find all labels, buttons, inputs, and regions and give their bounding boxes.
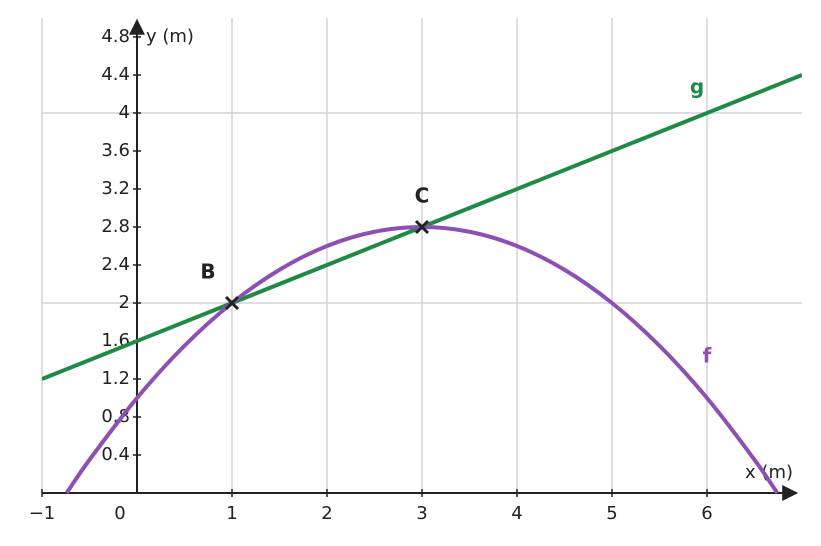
y-tick-label: 2.4 — [101, 254, 130, 275]
y-tick-label: 2 — [119, 292, 130, 313]
point-marker — [224, 295, 240, 311]
x-tick-label: 2 — [321, 503, 332, 524]
y-tick-label: 2.8 — [101, 216, 130, 237]
x-tick-label: 0 — [114, 503, 125, 524]
point-label: B — [200, 260, 215, 284]
point-label: C — [415, 184, 430, 208]
y-tick-label: 0.8 — [101, 406, 130, 427]
x-tick-label: 3 — [416, 503, 427, 524]
y-axis-label: y (m) — [146, 26, 194, 47]
curve-label: f — [703, 344, 712, 368]
x-tick-label: 4 — [511, 503, 522, 524]
y-tick-label: 4 — [119, 102, 130, 123]
x-tick-label: 6 — [701, 503, 712, 524]
x-axis-label: x (m) — [745, 462, 793, 483]
x-tick-label: 1 — [226, 503, 237, 524]
y-tick-label: 1.2 — [101, 368, 130, 389]
y-tick-label: 3.6 — [101, 140, 130, 161]
y-tick-label: 3.2 — [101, 178, 130, 199]
point-marker — [414, 219, 430, 235]
y-tick-label: 4.4 — [101, 64, 130, 85]
y-tick-label: 0.4 — [101, 444, 130, 465]
x-tick-label: −1 — [29, 503, 56, 524]
y-tick-label: 4.8 — [101, 26, 130, 47]
x-tick-label: 5 — [606, 503, 617, 524]
curve-label: g — [690, 75, 704, 99]
